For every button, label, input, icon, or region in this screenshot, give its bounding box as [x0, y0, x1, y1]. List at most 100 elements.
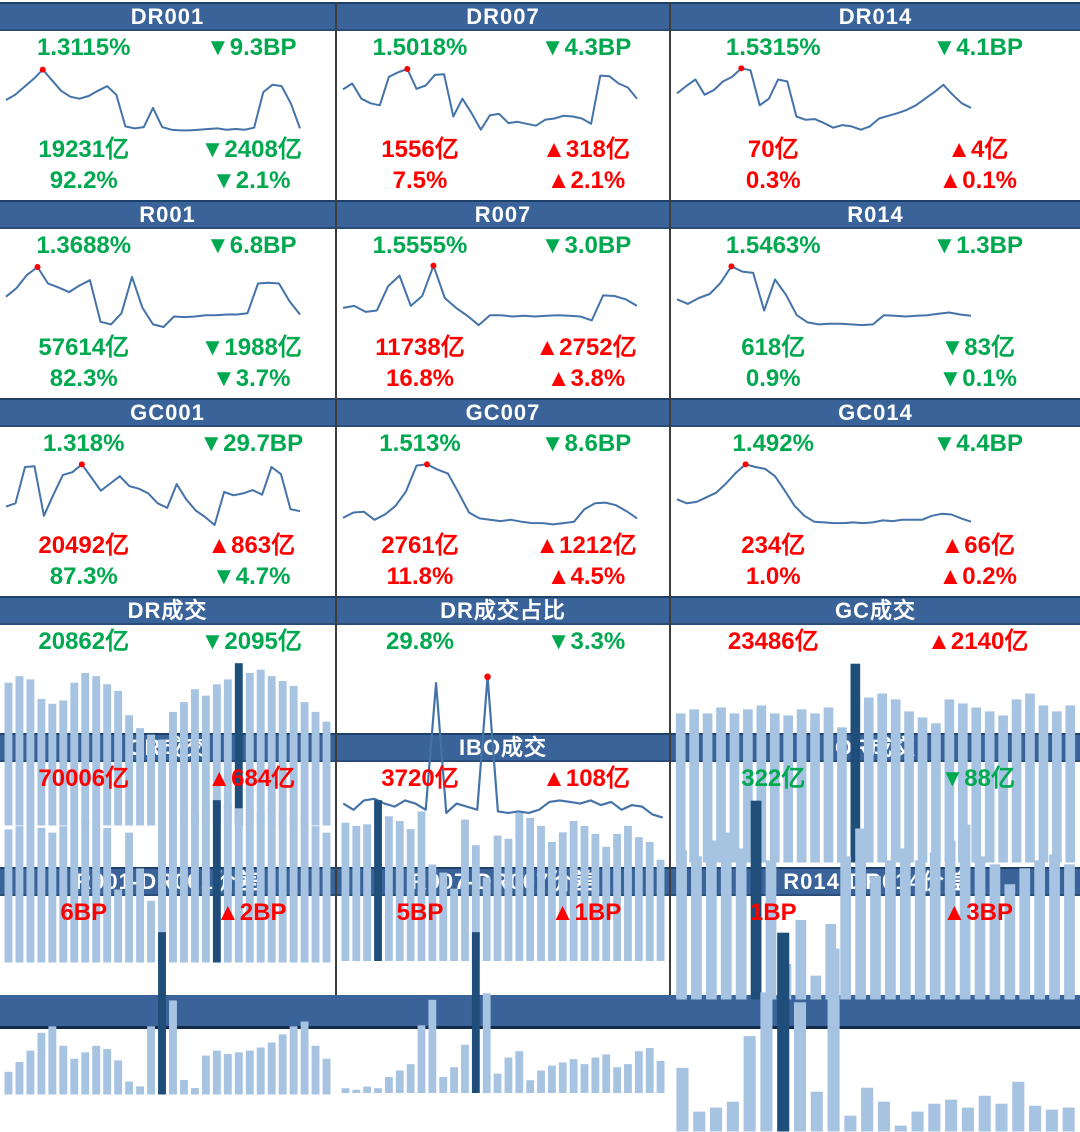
panel-dr001: DR001 1.3115% ▼9.3BP 19231亿 ▼2408亿 92.2%…: [0, 2, 337, 200]
panel-title-r014: R014: [671, 200, 1080, 229]
panel-body: 1BP ▲3BP: [671, 896, 1080, 995]
stat-row: 2761亿 ▲1212亿: [337, 531, 669, 561]
panel-body: 1.5315% ▼4.1BP 70亿 ▲4亿 0.3% ▲0.1%: [671, 31, 1080, 200]
stat-row: 1556亿 ▲318亿: [337, 135, 669, 165]
stat-row: 1.513% ▼8.6BP: [337, 429, 669, 459]
panel-title-r001: R001: [0, 200, 335, 229]
stat-row: 20862亿 ▼2095亿: [0, 627, 335, 657]
dr014-volume-change: ▲4亿: [876, 135, 1080, 165]
dr007-share-change: ▲2.1%: [503, 166, 669, 196]
panel-dr014: DR014 1.5315% ▼4.1BP 70亿 ▲4亿 0.3% ▲0.1%: [671, 2, 1080, 200]
panel-body: 5BP ▲1BP: [337, 896, 669, 995]
panel-body: 1.3115% ▼9.3BP 19231亿 ▼2408亿 92.2% ▼2.1%: [0, 31, 335, 200]
dr014-share-change: ▲0.1%: [876, 166, 1080, 196]
panel-r014: R014 1.5463% ▼1.3BP 618亿 ▼83亿 0.9% ▼0.1%: [671, 200, 1080, 398]
panel-title-dr007: DR007: [337, 2, 669, 31]
stat-row: 1.5463% ▼1.3BP: [671, 231, 1080, 261]
dr001-volume-change: ▼2408亿: [168, 135, 336, 165]
stat-row: 70亿 ▲4亿: [671, 135, 1080, 165]
r007-rate-change: ▼3.0BP: [503, 231, 669, 261]
stat-row: 0.3% ▲0.1%: [671, 166, 1080, 196]
panel-body: 1.5018% ▼4.3BP 1556亿 ▲318亿 7.5% ▲2.1%: [337, 31, 669, 200]
r001-volume-change: ▼1988亿: [168, 333, 336, 363]
cr-volume-change: ▲684亿: [168, 764, 336, 794]
panel-gc007: GC007 1.513% ▼8.6BP 2761亿 ▲1212亿 11.8% ▲…: [337, 398, 671, 596]
panel-gc014: GC014 1.492% ▼4.4BP 234亿 ▲66亿 1.0% ▲0.2%: [671, 398, 1080, 596]
panel-body: 1.492% ▼4.4BP 234亿 ▲66亿 1.0% ▲0.2%: [671, 427, 1080, 596]
dr014-rate-change: ▼4.1BP: [876, 33, 1080, 63]
stat-row: 82.3% ▼3.7%: [0, 364, 335, 394]
gc007-rate-change: ▼8.6BP: [503, 429, 669, 459]
gc-volume-change: ▲2140亿: [876, 627, 1080, 657]
r014-dr014-spread-change: ▲3BP: [876, 898, 1080, 928]
r007-share-change: ▲3.8%: [503, 364, 669, 394]
gc001-line-chart: [3, 460, 303, 532]
gc014-volume: 234亿: [671, 531, 876, 561]
panel-title-dr-volume-share: DR成交占比: [337, 596, 669, 625]
stat-row: 618亿 ▼83亿: [671, 333, 1080, 363]
panel-dr-volume-share: DR成交占比 29.8% ▼3.3%: [337, 596, 671, 733]
gc014-rate-change: ▼4.4BP: [876, 429, 1080, 459]
stat-row: 0.9% ▼0.1%: [671, 364, 1080, 394]
dashboard-grid: DR001 1.3115% ▼9.3BP 19231亿 ▼2408亿 92.2%…: [0, 0, 1080, 995]
stat-row: 3720亿 ▲108亿: [337, 764, 669, 794]
stat-row: 1.5315% ▼4.1BP: [671, 33, 1080, 63]
stat-row: 1.492% ▼4.4BP: [671, 429, 1080, 459]
stat-row: 11738亿 ▲2752亿: [337, 333, 669, 363]
stat-row: 6BP ▲2BP: [0, 898, 335, 928]
r001-share: 82.3%: [0, 364, 168, 394]
dr001-rate-change: ▼9.3BP: [168, 33, 336, 63]
panel-body: 1.513% ▼8.6BP 2761亿 ▲1212亿 11.8% ▲4.5%: [337, 427, 669, 596]
dr007-volume-change: ▲318亿: [503, 135, 669, 165]
r001-rate-change: ▼6.8BP: [168, 231, 336, 261]
gc014-line-chart: [674, 460, 974, 532]
stat-row: 87.3% ▼4.7%: [0, 562, 335, 592]
gc001-share-change: ▼4.7%: [168, 562, 336, 592]
stat-row: 20492亿 ▲863亿: [0, 531, 335, 561]
dr014-share: 0.3%: [671, 166, 876, 196]
stat-row: 1.3688% ▼6.8BP: [0, 231, 335, 261]
stat-row: 19231亿 ▼2408亿: [0, 135, 335, 165]
r001-dr001-spread-value: 6BP: [0, 898, 168, 928]
gc001-rate-change: ▼29.7BP: [168, 429, 336, 459]
gc014-rate: 1.492%: [671, 429, 876, 459]
dr007-rate: 1.5018%: [337, 33, 503, 63]
gc001-share: 87.3%: [0, 562, 168, 592]
panel-body: 23486亿 ▲2140亿: [671, 625, 1080, 733]
ibo-volume-change: ▲108亿: [503, 764, 669, 794]
r007-dr007-spread-value: 5BP: [337, 898, 503, 928]
r001-volume: 57614亿: [0, 333, 168, 363]
r001-dr001-spread-bar-chart: [3, 930, 332, 1095]
gc007-rate: 1.513%: [337, 429, 503, 459]
dr014-line-chart: [674, 64, 974, 136]
stat-row: 23486亿 ▲2140亿: [671, 627, 1080, 657]
gc007-share-change: ▲4.5%: [503, 562, 669, 592]
dr001-share: 92.2%: [0, 166, 168, 196]
dr014-rate: 1.5315%: [671, 33, 876, 63]
panel-title-dr-volume: DR成交: [0, 596, 335, 625]
panel-dr007: DR007 1.5018% ▼4.3BP 1556亿 ▲318亿 7.5% ▲2…: [337, 2, 671, 200]
stat-row: 322亿 ▼88亿: [671, 764, 1080, 794]
gc014-share-change: ▲0.2%: [876, 562, 1080, 592]
r001-rate: 1.3688%: [0, 231, 168, 261]
dr014-volume: 70亿: [671, 135, 876, 165]
dr-volume-share-value: 29.8%: [337, 627, 503, 657]
gc014-volume-change: ▲66亿: [876, 531, 1080, 561]
r001-share-change: ▼3.7%: [168, 364, 336, 394]
r014-dr014-spread-bar-chart: [674, 930, 1077, 1132]
dr001-rate: 1.3115%: [0, 33, 168, 63]
gc-volume-value: 23486亿: [671, 627, 876, 657]
r007-dr007-spread-bar-chart: [340, 930, 666, 1093]
ibo-volume-value: 3720亿: [337, 764, 503, 794]
stat-row: 11.8% ▲4.5%: [337, 562, 669, 592]
panel-body: 6BP ▲2BP: [0, 896, 335, 995]
r014-rate-change: ▼1.3BP: [876, 231, 1080, 261]
dr-volume-share-change: ▼3.3%: [503, 627, 669, 657]
stat-row: 7.5% ▲2.1%: [337, 166, 669, 196]
panel-body: 1.3688% ▼6.8BP 57614亿 ▼1988亿 82.3% ▼3.7%: [0, 229, 335, 398]
panel-title-r007: R007: [337, 200, 669, 229]
dr001-share-change: ▼2.1%: [168, 166, 336, 196]
cr-volume-value: 70006亿: [0, 764, 168, 794]
dr007-line-chart: [340, 64, 640, 136]
stat-row: 29.8% ▼3.3%: [337, 627, 669, 657]
